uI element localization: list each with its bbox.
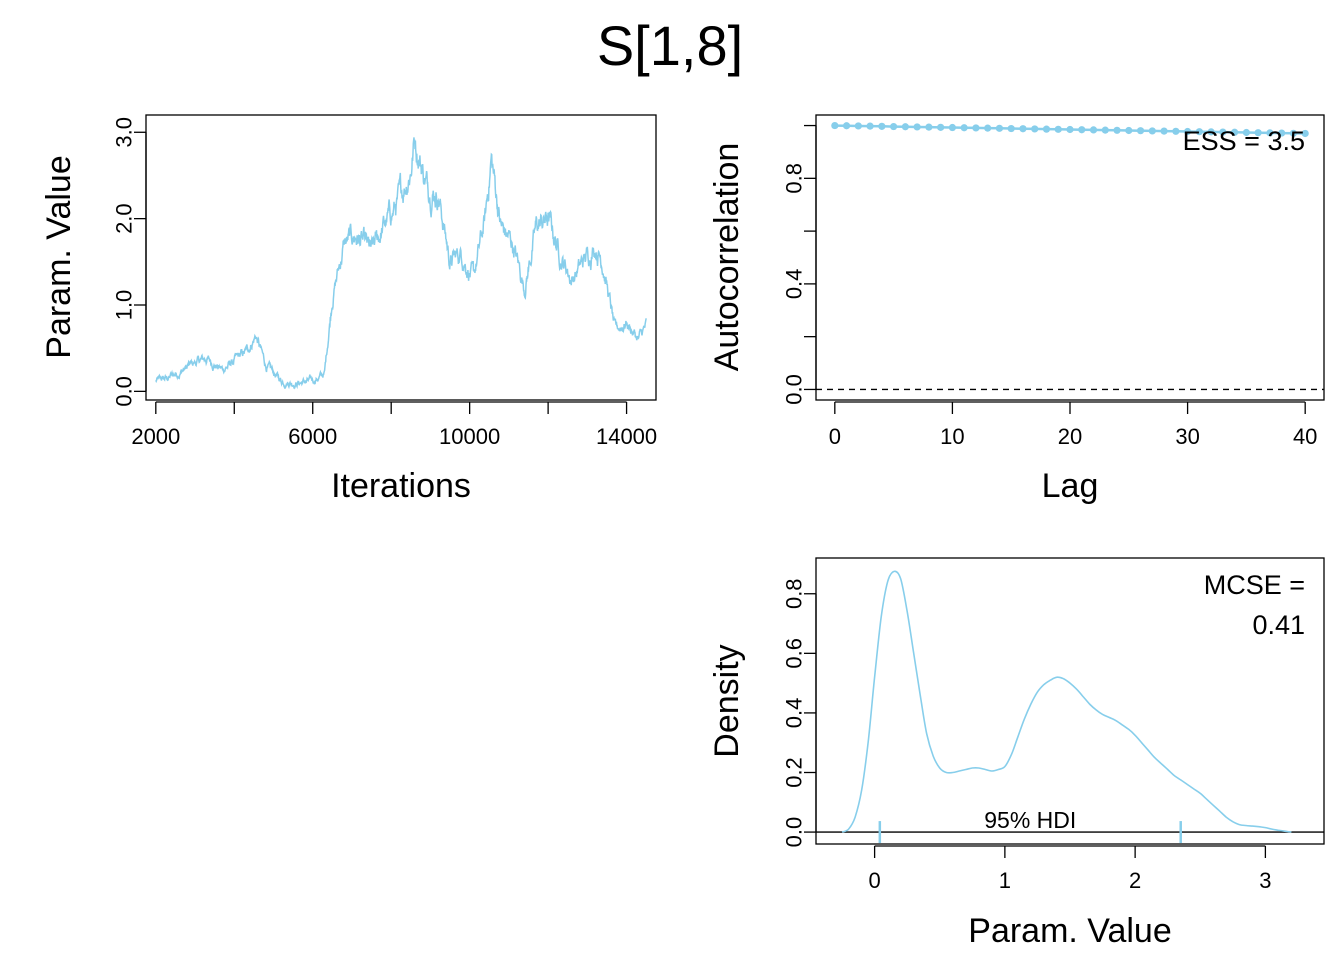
density-x-tick-label: 3 [1259,868,1271,893]
density-y-axis: 0.0 0.2 0.4 0.6 0.8 [782,578,817,847]
trace-y-tick-label: 1.0 [112,290,137,321]
autocorrelation-point [1078,126,1086,134]
trace-y-tick-label: 3.0 [112,117,137,148]
density-curve [841,570,1292,833]
autocorrelation-point [1066,125,1074,134]
autocorrelation-point [913,123,921,131]
autocorrelation-point [854,122,862,130]
density-y-tick-label: 0.6 [782,638,807,669]
autocorrelation-point [1254,129,1262,137]
autocorrelation-x-axis-label: Lag [1042,467,1099,505]
autocorrelation-points [831,121,1309,138]
autocorrelation-x-tick-label: 40 [1293,424,1317,449]
autocorrelation-point [1301,129,1309,138]
trace-x-tick-label: 6000 [288,424,337,449]
autocorrelation-point [1042,125,1051,133]
mcse-annotation-line2: 0.41 [1252,610,1305,640]
density-x-axis: 0 1 2 3 [868,845,1272,893]
trace-y-tick-label: 2.0 [112,203,137,234]
autocorrelation-point [1195,128,1203,136]
trace-x-tick-label: 14000 [596,424,657,449]
autocorrelation-plot: 0 10 20 30 40 0.0 0.4 0.8 ESS = 3.5 Lag Autoco… [708,114,1325,505]
trace-series-line [155,137,647,390]
autocorrelation-point [1031,125,1039,133]
autocorrelation-point [1160,127,1168,135]
trace-y-axis-label: Param. Value [40,155,78,358]
autocorrelation-point [1278,129,1286,137]
figure-title: S[1,8] [597,14,743,77]
autocorrelation-y-axis-label: Autocorrelation [708,143,746,372]
autocorrelation-point [925,123,933,131]
density-y-tick-label: 0.0 [782,817,807,848]
autocorrelation-point [1148,127,1156,135]
mcse-annotation-line1: MCSE = [1204,570,1305,600]
autocorrelation-point [1207,128,1215,136]
autocorrelation-point [1242,128,1250,137]
autocorrelation-point [1266,129,1274,137]
autocorrelation-point [984,124,992,132]
trace-plot: 2000 6000 10000 14000 0.0 1.0 2.0 3.0 Iteratio… [40,114,657,505]
density-y-tick-label: 0.4 [782,698,807,729]
trace-plot-frame [145,114,657,401]
ess-annotation: ESS = 3.5 [1183,126,1305,156]
trace-x-tick-label: 2000 [131,424,180,449]
density-y-axis-label: Density [708,644,746,757]
density-x-tick-label: 2 [1129,868,1141,893]
autocorrelation-point [948,123,957,132]
autocorrelation-point [901,123,909,131]
autocorrelation-point [1007,124,1015,133]
autocorrelation-y-tick-label: 0.0 [782,374,807,405]
autocorrelation-point [1101,126,1109,134]
autocorrelation-point [1136,127,1145,135]
autocorrelation-point [878,122,886,130]
autocorrelation-point [831,121,839,130]
autocorrelation-point [995,124,1004,132]
density-y-tick-label: 0.8 [782,578,807,609]
density-y-tick-label: 0.2 [782,757,807,788]
autocorrelation-y-tick-label: 0.8 [782,163,807,194]
autocorrelation-point [972,124,980,132]
trace-x-axis-label: Iterations [331,467,471,505]
autocorrelation-x-tick-label: 30 [1175,424,1199,449]
trace-x-axis: 2000 6000 10000 14000 [131,401,657,449]
autocorrelation-y-axis: 0.0 0.4 0.8 [782,124,817,405]
autocorrelation-x-tick-label: 10 [940,424,964,449]
autocorrelation-point [842,122,851,130]
autocorrelation-point [1219,128,1227,136]
autocorrelation-point [1172,127,1180,135]
autocorrelation-plot-frame [815,114,1325,401]
autocorrelation-point [1125,126,1133,135]
hdi-label: 95% HDI [984,807,1076,833]
autocorrelation-point [866,122,874,130]
autocorrelation-point [937,123,945,131]
density-x-tick-label: 0 [868,868,880,893]
autocorrelation-point [1183,127,1192,136]
autocorrelation-point [1089,126,1098,134]
autocorrelation-x-axis: 0 10 20 30 40 [829,401,1317,449]
density-x-tick-label: 1 [999,868,1011,893]
autocorrelation-point [890,122,898,131]
trace-y-tick-label: 0.0 [112,376,137,407]
autocorrelation-point [1113,126,1121,134]
autocorrelation-point [1289,129,1298,137]
density-plot-frame [815,557,1325,845]
autocorrelation-point [1019,125,1027,133]
autocorrelation-point [1054,125,1062,133]
autocorrelation-x-tick-label: 20 [1058,424,1082,449]
density-x-axis-label: Param. Value [968,912,1171,950]
autocorrelation-y-tick-label: 0.4 [782,269,807,300]
autocorrelation-point [1231,128,1239,136]
autocorrelation-point [960,124,968,132]
trace-y-axis: 0.0 1.0 2.0 3.0 [112,117,147,407]
density-plot: 95% HDI 0 1 2 3 0.0 0.2 0.4 0.6 0.8 MCSE = 0.41… [708,557,1325,950]
autocorrelation-x-tick-label: 0 [829,424,841,449]
trace-x-tick-label: 10000 [439,424,500,449]
